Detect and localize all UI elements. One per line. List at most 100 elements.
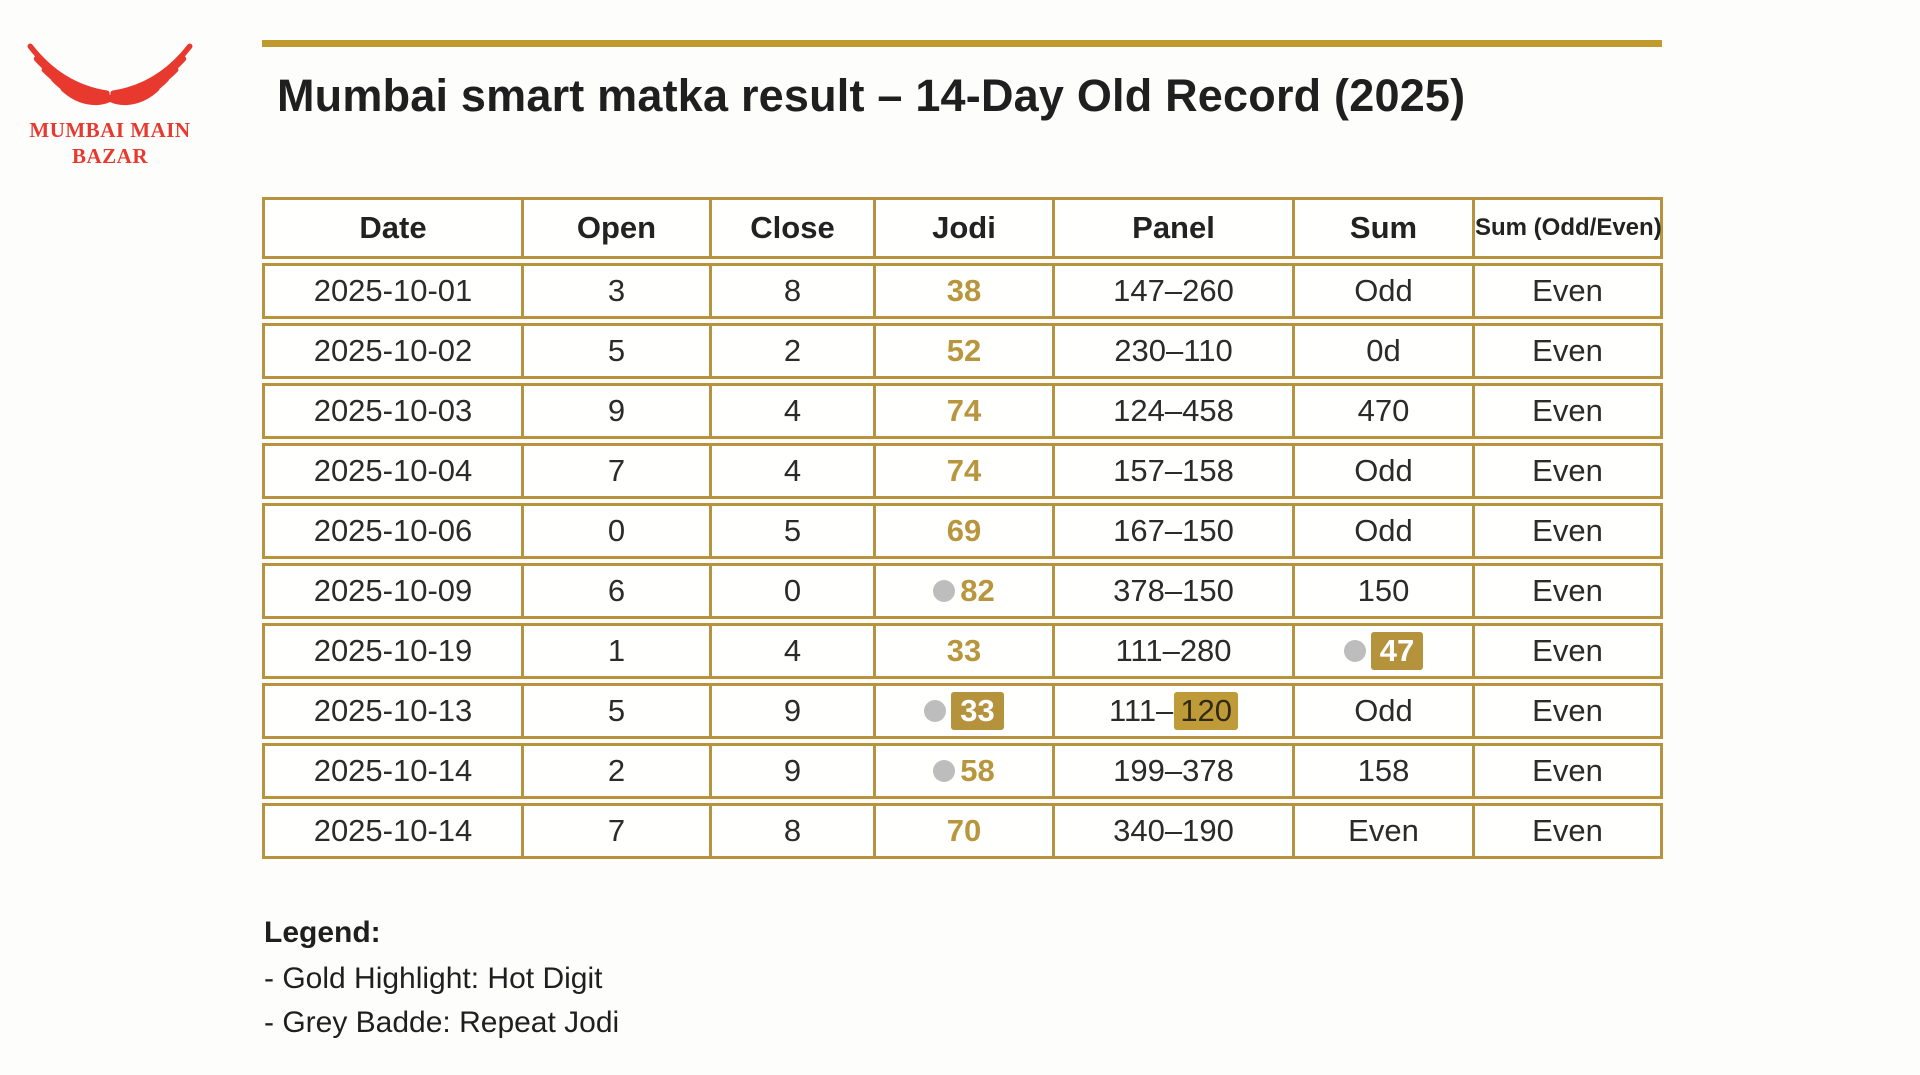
legend-heading: Legend:	[264, 916, 381, 949]
cell-sum: 470	[1295, 386, 1475, 436]
sum-value: Odd	[1354, 453, 1413, 488]
sum-value: 158	[1357, 753, 1410, 788]
cell-close: 0	[712, 566, 876, 616]
table-row: 2025-10-01 3 8 38 147–260 Odd Even	[262, 263, 1663, 319]
cell-sum-parity: Even	[1532, 393, 1603, 428]
sum-value: Even	[1348, 813, 1419, 848]
panel-value: 167–150	[1113, 513, 1234, 548]
cell-sum: Odd	[1295, 446, 1475, 496]
cell-panel: 230–110	[1055, 326, 1295, 376]
cell-jodi: 58	[876, 746, 1055, 796]
legend: Legend: - Gold Highlight: Hot Digit - Gr…	[264, 918, 619, 1052]
legend-item-grey-badge: - Grey Badde: Repeat Jodi	[264, 1006, 620, 1039]
table-row: 2025-10-04 7 4 74 157–158 Odd Even	[262, 443, 1663, 499]
cell-sum-parity: Even	[1532, 573, 1603, 608]
cell-open: 1	[524, 626, 712, 676]
cell-panel: 111– 120	[1055, 686, 1295, 736]
table-row: 2025-10-02 5 2 52 230–110 0d Even	[262, 323, 1663, 379]
logo: MUMBAI MAIN BAZAR	[24, 34, 196, 169]
logo-text-line1: MUMBAI MAIN	[29, 118, 191, 142]
cell-open: 3	[524, 266, 712, 316]
cell-sum-parity: Even	[1532, 513, 1603, 548]
legend-item-gold-highlight: - Gold Highlight: Hot Digit	[264, 962, 603, 995]
panel-value: 199–378	[1113, 753, 1234, 788]
repeat-jodi-dot-icon	[933, 760, 956, 782]
repeat-jodi-dot-icon	[1343, 640, 1366, 662]
cell-jodi: 33	[876, 686, 1055, 736]
cell-jodi: 69	[876, 506, 1055, 556]
cell-panel: 167–150	[1055, 506, 1295, 556]
sum-value: 470	[1357, 393, 1410, 428]
cell-close: 8	[712, 806, 876, 856]
results-table: Date Open Close Jodi Panel Sum Sum (Odd/Even) …	[262, 197, 1663, 863]
cell-sum: 158	[1295, 746, 1475, 796]
cell-jodi: 82	[876, 566, 1055, 616]
panel-value: 124–458	[1113, 393, 1234, 428]
table-row: 2025-10-14 7 8 70 340–190 Even Even	[262, 803, 1663, 859]
hot-digit-highlight: 120	[1174, 692, 1239, 730]
table-row: 2025-10-03 9 4 74 124–458 470 Even	[262, 383, 1663, 439]
jodi-value: 70	[946, 813, 982, 848]
sum-value: 150	[1357, 573, 1410, 608]
table-row: 2025-10-19 1 4 33 111–280 47 Even	[262, 623, 1663, 679]
table-body: 2025-10-01 3 8 38 147–260 Odd Even 2025-10-02 5 2…	[262, 263, 1663, 859]
cell-sum: Odd	[1295, 506, 1475, 556]
column-header-close: Close	[712, 200, 876, 256]
repeat-jodi-dot-icon	[933, 580, 956, 602]
cell-close: 9	[712, 686, 876, 736]
cell-open: 5	[524, 686, 712, 736]
cell-close: 2	[712, 326, 876, 376]
cell-sum-parity: Even	[1532, 333, 1603, 368]
cell-panel: 124–458	[1055, 386, 1295, 436]
column-header-open: Open	[524, 200, 712, 256]
cell-panel: 157–158	[1055, 446, 1295, 496]
cell-jodi: 33	[876, 626, 1055, 676]
cell-sum: Odd	[1295, 266, 1475, 316]
red-wings-icon	[27, 43, 193, 106]
cell-sum-parity: Even	[1532, 453, 1603, 488]
cell-jodi: 74	[876, 446, 1055, 496]
cell-date: 2025-10-06	[265, 506, 524, 556]
cell-panel: 340–190	[1055, 806, 1295, 856]
table-row: 2025-10-13 5 9 33 111– 120 Odd Even	[262, 683, 1663, 739]
logo-text: MUMBAI MAIN BAZAR	[24, 118, 196, 169]
panel-value: 111–	[1108, 693, 1174, 728]
cell-open: 0	[524, 506, 712, 556]
column-header-parity: Sum (Odd/Even)	[1475, 214, 1662, 241]
cell-sum-parity: Even	[1532, 633, 1603, 668]
cell-jodi: 52	[876, 326, 1055, 376]
cell-sum: 150	[1295, 566, 1475, 616]
cell-jodi: 38	[876, 266, 1055, 316]
cell-panel: 378–150	[1055, 566, 1295, 616]
cell-sum-parity: Even	[1532, 693, 1603, 728]
gold-divider	[262, 40, 1662, 47]
cell-sum: Odd	[1295, 686, 1475, 736]
cell-date: 2025-10-01	[265, 266, 524, 316]
cell-sum-parity: Even	[1532, 753, 1603, 788]
column-header-sum: Sum	[1295, 200, 1475, 256]
jodi-value: 69	[946, 513, 982, 548]
logo-text-line2: BAZAR	[71, 143, 148, 168]
cell-date: 2025-10-02	[265, 326, 524, 376]
cell-date: 2025-10-09	[265, 566, 524, 616]
hot-digit-badge: 47	[1370, 632, 1424, 670]
cell-panel: 111–280	[1055, 626, 1295, 676]
cell-close: 4	[712, 626, 876, 676]
panel-value: 111–280	[1115, 633, 1232, 668]
cell-sum-parity: Even	[1532, 813, 1603, 848]
table-header-row: Date Open Close Jodi Panel Sum Sum (Odd/Even)	[262, 197, 1663, 259]
cell-close: 9	[712, 746, 876, 796]
jodi-value: 58	[960, 753, 995, 788]
cell-open: 2	[524, 746, 712, 796]
cell-date: 2025-10-14	[265, 746, 524, 796]
cell-sum: 0d	[1295, 326, 1475, 376]
page-title: Mumbai smart matka result – 14-Day Old R…	[277, 70, 1466, 121]
cell-sum-parity: Even	[1532, 273, 1603, 308]
jodi-value: 82	[960, 573, 995, 608]
column-header-panel: Panel	[1055, 200, 1295, 256]
cell-date: 2025-10-14	[265, 806, 524, 856]
panel-value: 340–190	[1113, 813, 1234, 848]
jodi-value: 52	[946, 333, 982, 368]
panel-value: 230–110	[1114, 333, 1233, 368]
